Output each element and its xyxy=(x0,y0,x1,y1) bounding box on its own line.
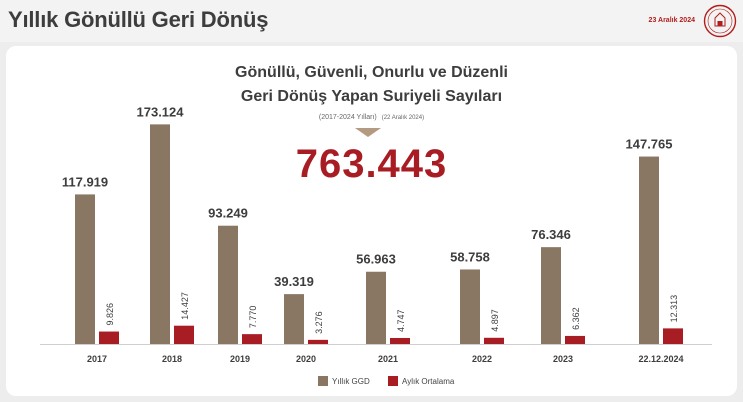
data-label-annual-2023: 76.346 xyxy=(531,227,571,242)
chart-subtitle-years: (2017-2024 Yılları) xyxy=(318,114,377,121)
page-title: Yıllık Gönüllü Geri Dönüş xyxy=(8,7,269,32)
data-label-monthly-2019: 7.770 xyxy=(248,306,258,329)
x-tick-label-2019: 2019 xyxy=(230,354,250,364)
chart-title-line1: Gönüllü, Güvenli, Onurlu ve Düzenli xyxy=(235,64,508,81)
legend-swatch-annual xyxy=(318,376,328,386)
data-label-monthly-2017: 9.826 xyxy=(105,303,115,326)
x-tick-label-2017: 2017 xyxy=(87,354,107,364)
x-tick-label-2021: 2021 xyxy=(378,354,398,364)
bar-annual-2019 xyxy=(218,225,238,344)
bar-monthly-2018 xyxy=(174,325,194,344)
ministry-logo-icon xyxy=(703,4,737,38)
data-label-monthly-2020: 3.276 xyxy=(314,311,324,334)
chart-subtitle-date: (22 Aralık 2024) xyxy=(381,115,425,121)
data-label-annual-2020: 39.319 xyxy=(274,274,314,289)
data-label-monthly-2021: 4.747 xyxy=(396,309,406,332)
data-label-annual-22.12.2024: 147.765 xyxy=(626,137,673,152)
data-label-annual-2022: 58.758 xyxy=(450,249,490,264)
header-date: 23 Aralık 2024 xyxy=(648,17,695,24)
bar-monthly-2023 xyxy=(565,335,585,344)
data-label-annual-2017: 117.919 xyxy=(62,174,108,189)
chart-subtitle: (2017-2024 Yılları) (22 Aralık 2024) xyxy=(0,114,743,121)
data-label-monthly-22.12.2024: 12.313 xyxy=(669,295,679,323)
data-label-annual-2018: 173.124 xyxy=(137,104,185,119)
legend-item-monthly: Aylık Ortalama xyxy=(388,376,454,386)
bar-monthly-2022 xyxy=(484,337,504,344)
bar-annual-2017 xyxy=(75,194,95,344)
x-tick-label-2018: 2018 xyxy=(162,354,182,364)
legend-label-annual: Yıllık GGD xyxy=(332,377,370,386)
x-tick-label-2022: 2022 xyxy=(472,354,492,364)
x-tick-label-2023: 2023 xyxy=(553,354,573,364)
bar-monthly-2019 xyxy=(242,334,262,344)
bar-annual-2021 xyxy=(366,271,386,344)
legend-swatch-monthly xyxy=(388,376,398,386)
total-returns: 763.443 xyxy=(295,142,448,186)
bar-monthly-2021 xyxy=(390,337,410,344)
legend-item-annual: Yıllık GGD xyxy=(318,376,370,386)
bar-monthly-2020 xyxy=(308,339,328,344)
bar-annual-2020 xyxy=(284,294,304,344)
data-label-annual-2021: 56.963 xyxy=(356,252,396,267)
data-label-monthly-2018: 14.427 xyxy=(180,292,190,320)
bar-monthly-22.12.2024 xyxy=(663,328,683,344)
bar-monthly-2017 xyxy=(99,331,119,344)
bar-annual-22.12.2024 xyxy=(639,156,659,344)
legend-label-monthly: Aylık Ortalama xyxy=(402,377,455,386)
bar-annual-2018 xyxy=(150,124,170,344)
header-bar: Yıllık Gönüllü Geri Dönüş 23 Aralık 2024 xyxy=(0,0,743,42)
x-tick-label-2020: 2020 xyxy=(296,354,316,364)
data-label-annual-2019: 93.249 xyxy=(208,206,248,221)
x-tick-label-22.12.2024: 22.12.2024 xyxy=(638,354,683,364)
data-label-monthly-2022: 4.897 xyxy=(490,309,500,332)
total-arrow-icon xyxy=(355,128,381,137)
bar-annual-2022 xyxy=(460,269,480,344)
chart-title-line2: Geri Dönüş Yapan Suriyeli Sayıları xyxy=(240,88,503,105)
bar-annual-2023 xyxy=(541,247,561,344)
data-label-monthly-2023: 6.362 xyxy=(571,307,581,330)
